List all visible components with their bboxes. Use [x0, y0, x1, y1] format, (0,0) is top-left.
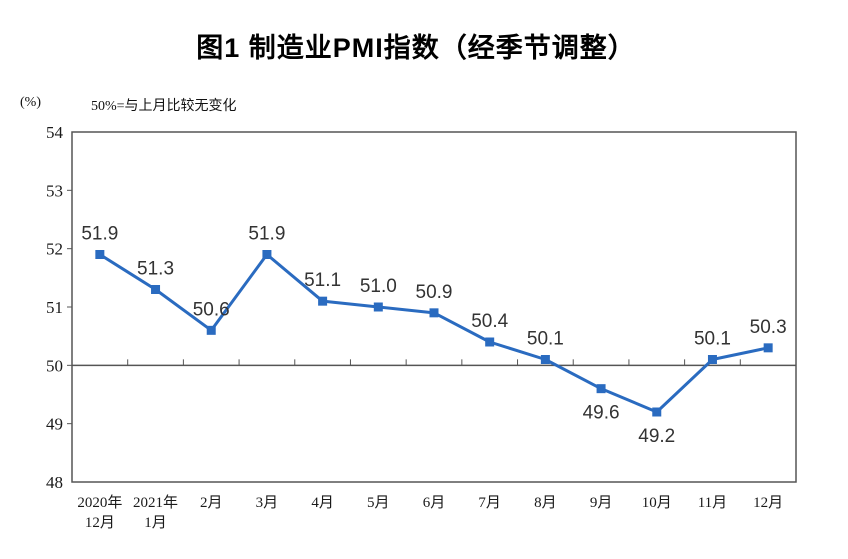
data-point-label: 50.1 [694, 329, 731, 350]
y-tick-label: 54 [46, 123, 64, 142]
data-point-marker [485, 337, 495, 347]
x-tick-label: 3月 [256, 495, 279, 511]
data-point-marker [151, 285, 161, 294]
chart-title: 图1 制造业PMI指数（经季节调整） [196, 33, 636, 63]
y-tick-label: 48 [46, 473, 63, 492]
data-point-marker [95, 250, 105, 259]
data-point-label: 51.3 [137, 259, 174, 280]
data-point-marker [596, 384, 606, 394]
data-point-label: 50.1 [527, 329, 564, 350]
y-tick-label: 53 [46, 181, 63, 200]
data-point-marker [763, 343, 773, 353]
x-tick-label: 6月 [423, 495, 446, 511]
x-tick-label: 4月 [311, 495, 334, 511]
data-point-label: 51.9 [81, 224, 118, 245]
y-tick-label: 50 [46, 356, 63, 375]
x-tick-label: 8月 [534, 495, 557, 511]
data-point-label: 49.2 [638, 426, 675, 447]
data-point-label: 50.3 [750, 317, 787, 338]
y-tick-label: 51 [46, 298, 63, 317]
x-tick-label: 2021年 1月 [133, 494, 178, 531]
reference-line-note: 50%=与上月比较无变化 [91, 99, 237, 114]
data-point-marker [652, 407, 662, 417]
data-point-marker [429, 308, 439, 318]
x-tick-label: 9月 [590, 495, 613, 511]
data-point-label: 50.9 [416, 282, 453, 303]
data-point-marker [373, 302, 383, 312]
y-tick-label: 52 [46, 240, 63, 259]
data-point-label: 51.1 [304, 270, 341, 291]
y-tick-label: 49 [46, 415, 63, 434]
data-point-label: 51.9 [248, 224, 285, 245]
x-tick-label: 11月 [698, 495, 727, 511]
pmi-line [99, 253, 769, 414]
data-point-marker [707, 355, 717, 364]
y-axis-unit-label: (%) [20, 95, 41, 110]
data-point-label: 50.4 [471, 311, 508, 332]
data-point-marker [318, 296, 328, 306]
x-tick-label: 7月 [478, 495, 501, 511]
x-tick-label: 5月 [367, 495, 390, 511]
data-point-marker [206, 325, 216, 335]
data-point-marker [262, 250, 272, 259]
data-point-label: 51.0 [360, 276, 397, 297]
x-tick-label: 12月 [753, 495, 783, 511]
x-tick-label: 10月 [642, 495, 672, 511]
data-point-marker [540, 355, 550, 364]
data-point-label: 50.6 [193, 299, 230, 320]
x-tick-label: 2020年 12月 [77, 494, 122, 531]
data-point-label: 49.6 [583, 403, 620, 424]
x-tick-label: 2月 [200, 495, 223, 511]
